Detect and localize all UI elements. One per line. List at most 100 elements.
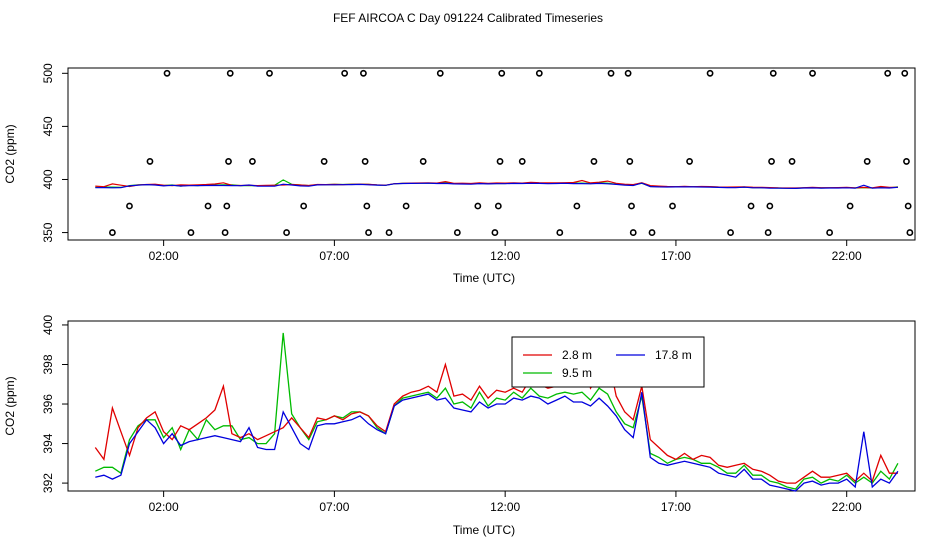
calibration-point <box>146 158 154 165</box>
calibration-point <box>402 202 410 210</box>
y-tick-label: 400 <box>41 169 55 189</box>
calibration-point <box>766 202 774 210</box>
x-tick-label: 12:00 <box>490 500 520 514</box>
calibration-point <box>727 229 734 236</box>
calibration-point <box>163 69 171 77</box>
calibration-point <box>223 202 231 210</box>
calibration-point <box>535 69 543 77</box>
x-tick-label: 22:00 <box>832 249 862 263</box>
x-tick-label: 17:00 <box>661 500 691 514</box>
calibration-point <box>453 229 461 236</box>
chart-title: FEF AIRCOA C Day 091224 Calibrated Times… <box>333 11 603 25</box>
calibration-point <box>225 158 232 165</box>
calibration-point <box>768 158 775 165</box>
calibration-point <box>385 229 393 236</box>
calibration-point <box>629 229 637 236</box>
top-panel: 02:00 07:00 12:00 17:00 22:00 350 400 450 500 T… <box>3 63 916 285</box>
y-tick-label: 392 <box>41 473 55 493</box>
calibration-point <box>300 202 308 210</box>
x-tick-label: 17:00 <box>661 249 691 263</box>
calibration-point <box>624 69 632 77</box>
bottom-series-lines <box>94 332 899 492</box>
calibration-point <box>204 202 212 210</box>
calibration-point <box>187 229 195 236</box>
top-y-axis: 350 400 450 500 <box>41 63 68 243</box>
calibration-point <box>628 202 635 210</box>
legend-box <box>511 336 705 388</box>
calibration-point <box>904 202 912 210</box>
calibration-point <box>826 229 834 236</box>
legend-label-17-8m: 17.8 m <box>655 348 692 362</box>
top-x-axis: 02:00 07:00 12:00 17:00 22:00 <box>149 240 862 263</box>
legend-label-9-5m: 9.5 m <box>562 366 592 380</box>
calibration-point <box>498 69 506 77</box>
x-tick-label: 02:00 <box>149 249 179 263</box>
calibration-point <box>884 69 892 77</box>
calibration-point <box>846 202 854 210</box>
calibration-point <box>706 69 714 77</box>
calibration-point <box>361 158 369 165</box>
y-tick-label: 398 <box>41 354 55 374</box>
bottom-y-axis: 392 394 396 398 400 <box>41 315 68 493</box>
calibration-point <box>283 229 290 236</box>
bottom-panel: 02:00 07:00 12:00 17:00 22:00 392 394 396 398 40… <box>3 315 916 537</box>
legend: 2.8 m 17.8 m 9.5 m <box>511 336 705 388</box>
calibration-point <box>626 158 634 165</box>
calibration-point <box>363 202 371 210</box>
calibration-point <box>249 158 256 165</box>
top-x-axis-label: Time (UTC) <box>453 271 515 285</box>
y-tick-label: 450 <box>41 116 55 136</box>
calibration-point <box>266 69 273 77</box>
calibration-point <box>221 229 229 236</box>
calibration-point <box>108 229 116 236</box>
series-line-9-5-m <box>95 332 899 490</box>
calibration-point <box>903 158 910 165</box>
calibration-point <box>788 158 796 165</box>
top-plot-frame <box>67 67 916 241</box>
top-calibration-points <box>108 69 914 236</box>
calibration-point <box>320 158 328 165</box>
calibration-point <box>607 69 615 77</box>
y-tick-label: 400 <box>41 315 55 335</box>
calibration-point <box>769 69 777 77</box>
calibration-point <box>901 69 909 77</box>
calibration-point <box>436 69 444 77</box>
x-tick-label: 22:00 <box>832 500 862 514</box>
bottom-x-axis: 02:00 07:00 12:00 17:00 22:00 <box>149 491 862 514</box>
legend-label-2-8m: 2.8 m <box>562 348 592 362</box>
calibration-point <box>863 158 871 165</box>
bottom-y-axis-label: CO2 (ppm) <box>3 376 17 435</box>
calibration-point <box>226 69 234 77</box>
y-tick-label: 500 <box>41 63 55 83</box>
calibration-point <box>906 229 914 236</box>
y-tick-label: 350 <box>41 222 55 242</box>
calibration-point <box>491 229 499 236</box>
calibration-point <box>648 229 656 236</box>
calibration-point <box>474 202 482 210</box>
series-line-2-8-m <box>94 344 898 484</box>
calibration-point <box>573 202 581 210</box>
calibration-point <box>590 158 598 165</box>
calibration-point <box>556 229 564 236</box>
x-tick-label: 12:00 <box>490 249 520 263</box>
x-tick-label: 02:00 <box>149 500 179 514</box>
top-y-axis-label: CO2 (ppm) <box>3 124 17 183</box>
calibration-point <box>747 202 755 210</box>
calibration-point <box>686 158 693 165</box>
x-tick-label: 07:00 <box>319 249 349 263</box>
series-line-17-8-m <box>95 392 899 492</box>
top-series-line-17-8-m <box>95 182 898 190</box>
bottom-x-axis-label: Time (UTC) <box>453 523 515 537</box>
bottom-plot-frame <box>67 320 916 492</box>
top-series-lines <box>95 179 898 190</box>
calibration-point <box>419 158 427 165</box>
calibration-point <box>494 202 502 210</box>
calibration-point <box>764 229 772 236</box>
calibration-point <box>518 158 526 165</box>
x-tick-label: 07:00 <box>319 500 349 514</box>
calibration-point <box>126 202 133 210</box>
calibration-point <box>809 69 816 77</box>
calibration-point <box>669 202 676 210</box>
calibration-point <box>496 158 504 165</box>
y-tick-label: 396 <box>41 394 55 414</box>
